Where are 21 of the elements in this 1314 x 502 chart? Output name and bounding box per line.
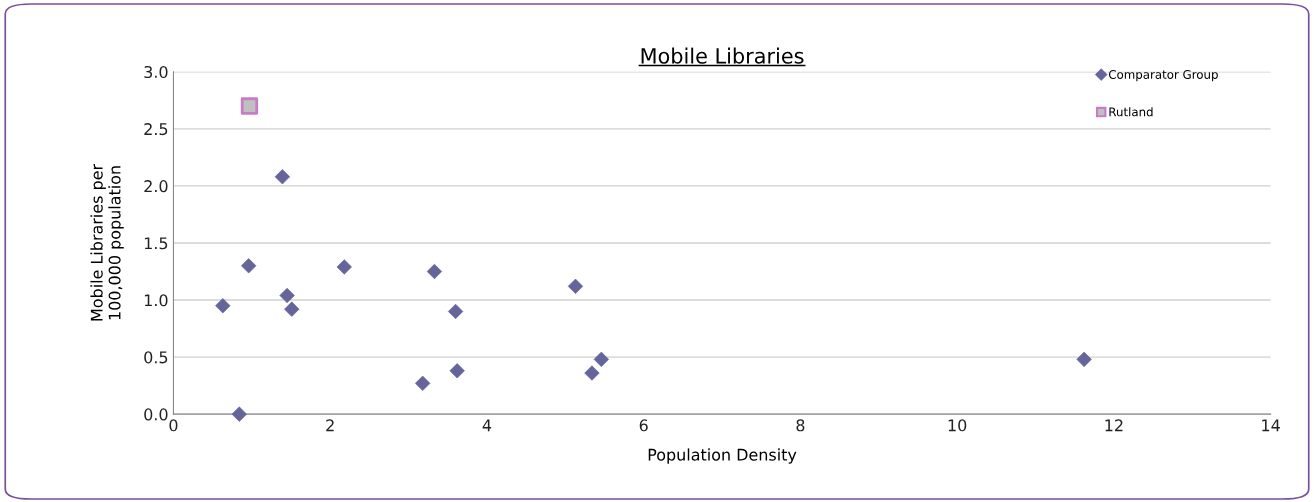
y-axis-title: Mobile Libraries per 100,000 population — [90, 163, 124, 321]
x-tick-label: 10 — [948, 419, 967, 432]
point — [240, 97, 259, 115]
legend-label: Comparator Group — [1108, 69, 1218, 82]
x-tick-label: 12 — [1105, 419, 1123, 432]
legend-label: Rutland — [1109, 107, 1153, 117]
y-tick-label: 3.0 — [144, 66, 168, 79]
x-tick-label: 8 — [796, 419, 805, 432]
x-tick-label: 4 — [482, 419, 492, 432]
y-tick-label: 0.0 — [144, 408, 168, 421]
x-tick-label: 2 — [326, 419, 334, 432]
x-tick-label: 6 — [639, 419, 648, 432]
y-tick-label: 1.0 — [144, 294, 168, 307]
x-axis-title: Population Density — [648, 448, 797, 464]
y-tick-label: 2.5 — [144, 123, 168, 136]
y-tick-label: 1.5 — [144, 237, 168, 250]
y-tick-label: 0.5 — [144, 351, 168, 364]
x-tick-label: 14 — [1262, 419, 1280, 432]
x-tick-label: 0 — [169, 419, 178, 432]
y-tick-label: 2.0 — [144, 180, 168, 193]
chart-title: Mobile Libraries — [641, 47, 804, 64]
